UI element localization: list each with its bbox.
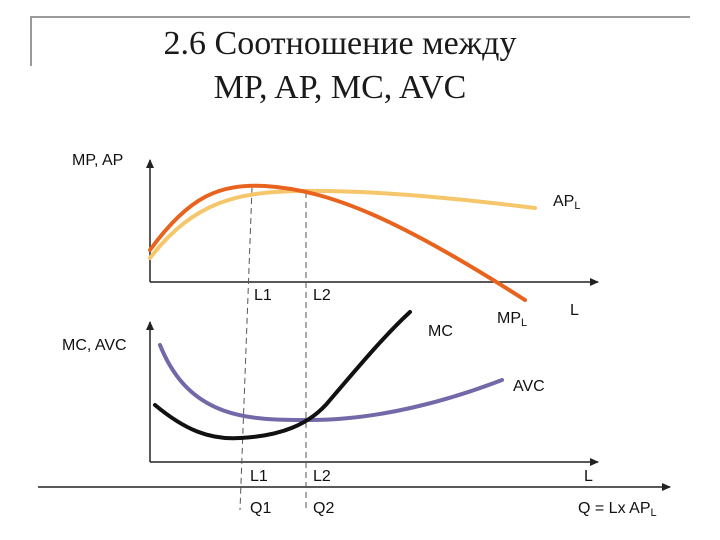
slide-frame-left-rule [30,16,32,66]
guide-line-l1 [239,187,253,511]
avc-curve [158,343,504,423]
bottom-tick-l1: L1 [250,468,268,485]
mp-curve [148,183,527,302]
mc-curve [153,310,412,441]
title-line-1: 2.6 Соотношение между [163,25,517,62]
q-axis-label: Q = Lx APL [578,500,657,519]
bottom-x-axis-label: L [584,468,593,485]
ap-label-subscript: L [574,200,581,212]
bottom-y-axis-label: MC, AVC [62,337,127,354]
top-x-axis-label: L [570,302,579,319]
ap-curve-label: APL [553,193,580,212]
q-axis-label-text: Q = Lx AP [578,500,651,517]
ap-label-text: AP [553,193,575,210]
avc-curve-label: AVC [513,378,545,395]
title-line-2: MP, AP, MC, AVC [213,69,467,106]
top-y-axis-label: MP, AP [72,152,124,169]
q-tick-q2: Q2 [313,500,335,517]
top-tick-l2: L2 [313,287,331,304]
slide-frame-top-rule [30,16,690,18]
top-tick-l1: L1 [254,287,272,304]
slide-title: 2.6 Соотношение между MP, AP, MC, AVC [0,22,680,110]
q-tick-q1: Q1 [250,500,272,517]
mp-label-subscript: L [521,317,528,329]
mp-label-text: MP [497,310,521,327]
mc-curve-label: MC [428,323,453,340]
mp-curve-label: MPL [497,310,527,329]
bottom-tick-l2: L2 [313,468,331,485]
q-axis-label-subscript: L [650,507,657,519]
